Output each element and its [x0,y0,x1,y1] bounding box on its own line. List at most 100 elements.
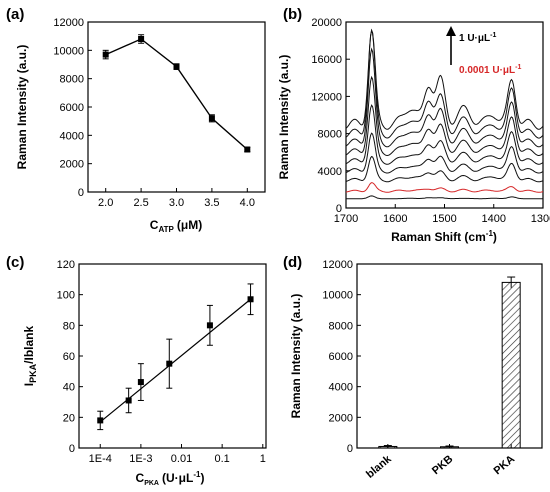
panel-b-arrow-head [446,26,456,36]
panel-d-x-tick-label: PKA [492,453,518,477]
panel-b-annotation-top-main: 1 U·μL [459,33,490,44]
panel-a-y-tick-label: 6000 [60,102,84,114]
panel-d-marks [378,276,521,449]
panel-b-spectrum-line [345,182,544,193]
panel-c-y-tick-label: 100 [57,290,75,302]
panel-b-x-tick-label: 1500 [432,213,456,225]
panel-d-bar [501,281,521,449]
panel-a-xlabel-sub: ATP [158,225,174,234]
panel-c-point [125,397,132,404]
panel-b-y-tick-label: 16000 [311,54,342,66]
panel-a-x-ticks: 2.0 2.5 3.0 3.5 4.0 [98,188,255,209]
panel-a-series-line [105,38,248,151]
panel-b-spectrum-line [346,195,543,200]
panel-c-y-tick-label: 40 [63,382,75,394]
panel-d-y-tick-label: 8000 [329,320,353,332]
panel-c-x-tick-label: 1 [260,453,266,465]
panel-d-y-tick-label: 4000 [329,382,353,394]
panel-a-point [102,51,109,58]
panel-c-point [137,379,144,386]
panel-a-y-tick-label: 0 [78,187,84,199]
panel-b-spectrum-line [345,132,544,174]
panel-b-xlabel: Raman Shift (cm-1) [391,229,497,244]
panel-b-xlabel-close: ) [493,230,497,244]
panel-b-ylabel: Raman Intensity (a.u.) [277,55,291,180]
panel-b: (b) 0 4000 8000 12000 16000 20000 1700 1600 150… [277,6,550,244]
panel-c-marks [97,283,254,431]
panel-b-spectrum-line [345,47,544,148]
panel-c-x-tick-label: 0.1 [215,453,230,465]
panel-c-frame [78,263,267,449]
panel-b-y-tick-label: 12000 [311,91,342,103]
panel-b-label: (b) [283,6,302,23]
panel-b-annotation-top: 1 U·μL-1 [459,32,496,44]
panel-a-x-tick-label: 3.5 [204,197,219,209]
panel-c-point [247,296,254,303]
panel-b-y-ticks: 0 4000 8000 12000 16000 20000 [311,17,350,215]
panel-a-frame [87,21,266,193]
panel-c-y-tick-label: 0 [69,443,75,455]
panel-c-xlabel-main: C [136,471,145,485]
panel-b-x-tick-label: 1600 [383,213,407,225]
panel-c-y-tick-label: 60 [63,351,75,363]
panel-b-y-tick-label: 20000 [311,17,342,29]
panel-b-annotation-bottom-main: 0.0001 U·μL [459,65,515,76]
panel-d-y-tick-label: 6000 [329,351,353,363]
panel-a-label: (a) [6,6,24,23]
panel-d-label: (d) [283,254,302,271]
panel-c-xlabel-close: ) [200,471,204,485]
panel-c-ylabel-sub2: blank [22,325,36,357]
panel-d-x-tick-label: blank [364,453,394,481]
panel-c-y-tick-label: 20 [63,412,75,424]
panel-a-y-tick-label: 10000 [53,45,84,57]
panel-b-spectrum-line [345,155,544,183]
panel-d-y-tick-label: 10000 [322,290,353,302]
panel-b-spectrum-line [345,104,544,165]
panel-d-x-tick-label: PKB [430,453,456,477]
panel-c-xlabel-unit: (U·μL [162,471,193,485]
panel-a-y-tick-label: 8000 [60,74,84,86]
panel-d-y-tick-label: 0 [347,443,353,455]
panel-c-y-ticks: 0 20 40 60 80 100 120 [57,259,83,455]
panel-a-point [138,36,145,42]
panel-b-y-tick-label: 4000 [318,166,342,178]
panel-a-y-ticks: 0 2000 4000 6000 8000 10000 12000 [53,17,92,199]
panel-a-x-tick-label: 2.0 [98,197,113,209]
panel-b-x-tick-label: 1700 [334,213,358,225]
panel-d-y-ticks: 0 2000 4000 6000 8000 10000 12000 [322,259,361,455]
panel-c-xlabel: CPKA (U·μL-1) [136,470,205,487]
panel-c-ylabel-main: I [22,383,36,386]
panel-c-fit-line [99,298,251,423]
panel-b-spectrum-line [345,28,544,139]
panel-c-label: (c) [6,254,24,271]
panel-a-point [173,63,180,70]
panel-d: (d) 0 2000 4000 6000 8000 10000 12000 blank PKB… [283,254,543,481]
panel-b-spectrum-line [345,28,544,130]
panel-a: (a) 0 2000 4000 6000 8000 10000 12000 2.0 2.5 3.… [6,6,266,234]
panel-b-x-tick-label: 1300 [531,213,550,225]
panel-c-ylabel-mid: /I [22,357,36,364]
panel-a-x-tick-label: 4.0 [240,197,255,209]
panel-c-point [166,360,173,367]
panel-a-y-tick-label: 12000 [53,17,84,29]
panel-a-ylabel: Raman Intensity (a.u.) [15,45,29,170]
panel-b-xlabel-main: Raman Shift (cm [391,230,486,244]
panel-b-x-tick-label: 1400 [482,213,506,225]
panel-c-xlabel-sup: -1 [193,470,201,479]
panel-a-xlabel-main: C [150,218,159,232]
panel-c-x-tick-label: 1E-3 [129,453,152,465]
panel-c-x-ticks: 1E-4 1E-3 0.01 0.1 1 [89,444,266,465]
panel-b-annotation-top-sup: -1 [490,32,496,39]
panel-b-annotation-bottom: 0.0001 U·μL-1 [459,64,521,76]
panel-a-point [208,115,215,122]
panel-b-spectrum-line [345,75,544,157]
panel-a-marks [102,34,251,153]
panel-c-y-tick-label: 120 [57,259,75,271]
panel-c-point [206,322,213,329]
panel-c-x-tick-label: 1E-4 [89,453,112,465]
panel-b-y-tick-label: 0 [336,203,342,215]
panel-c-x-tick-label: 0.01 [171,453,192,465]
panel-b-x-ticks: 1700 1600 1500 1400 1300 [334,204,550,225]
panel-b-marks [345,28,544,200]
